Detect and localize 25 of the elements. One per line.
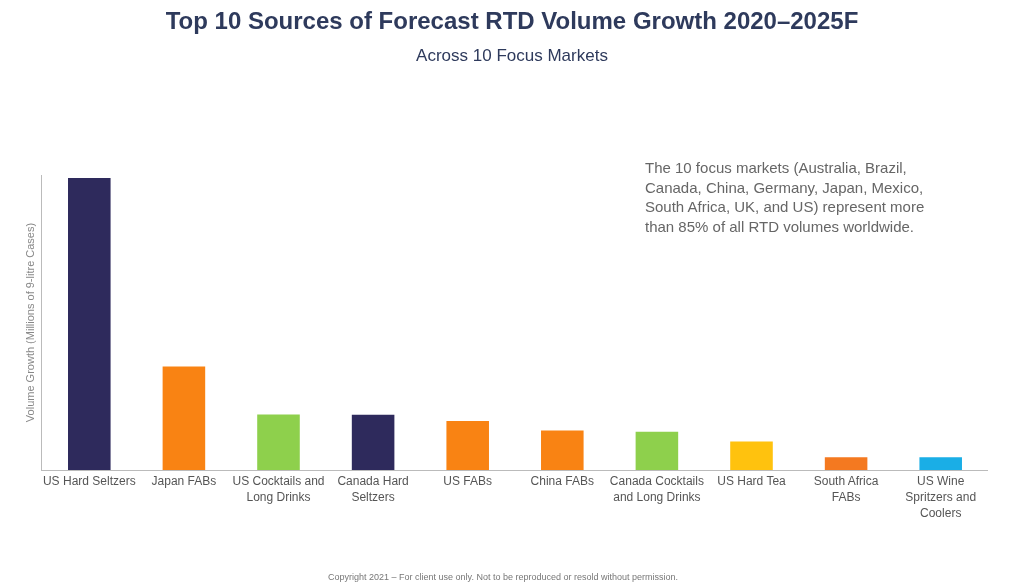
x-tick-label: China FABs bbox=[530, 474, 594, 489]
x-tick-label: US Cocktails and Long Drinks bbox=[232, 474, 325, 504]
x-tick-label: Japan FABs bbox=[151, 474, 217, 489]
x-tick-label: Canada Hard Seltzers bbox=[337, 474, 409, 504]
text: Copyright 2021 – For client use only. Not to be reproduced or resold without permission. bbox=[328, 572, 679, 582]
bar bbox=[541, 430, 584, 470]
x-tick-label: Canada Cocktails and Long Drinks bbox=[609, 474, 704, 504]
bar bbox=[257, 414, 300, 470]
bar bbox=[68, 177, 111, 470]
x-tick-label: US Hard Seltzers bbox=[42, 474, 136, 489]
chart-subtitle: Across 10 Focus Markets bbox=[416, 45, 608, 65]
x-tick-label: South Africa FABs bbox=[813, 474, 879, 504]
chart-title: Top 10 Sources of Forecast RTD Volume Growth 2020–2025F bbox=[165, 7, 859, 35]
x-tick-label: US FABs bbox=[443, 474, 493, 489]
annotation: The 10 focus markets (Australia, Brazil, Canada, China, Germany, Japan, Mexico, South Africa, UK, and US) represent more than 85% of all RTD volumes worldwide. bbox=[645, 159, 925, 235]
x-tick-label: US Wine Spritzers and Coolers bbox=[905, 474, 977, 520]
bar bbox=[351, 414, 395, 470]
y-axis-title: Volume Growth (Millions of 9-litre Cases) bbox=[23, 222, 36, 423]
x-tick-label: US Hard Tea bbox=[717, 474, 787, 489]
bar bbox=[635, 431, 679, 470]
bar bbox=[162, 366, 206, 470]
bar bbox=[824, 457, 868, 470]
bar bbox=[919, 457, 962, 470]
bar bbox=[730, 441, 773, 470]
bar bbox=[446, 420, 489, 470]
